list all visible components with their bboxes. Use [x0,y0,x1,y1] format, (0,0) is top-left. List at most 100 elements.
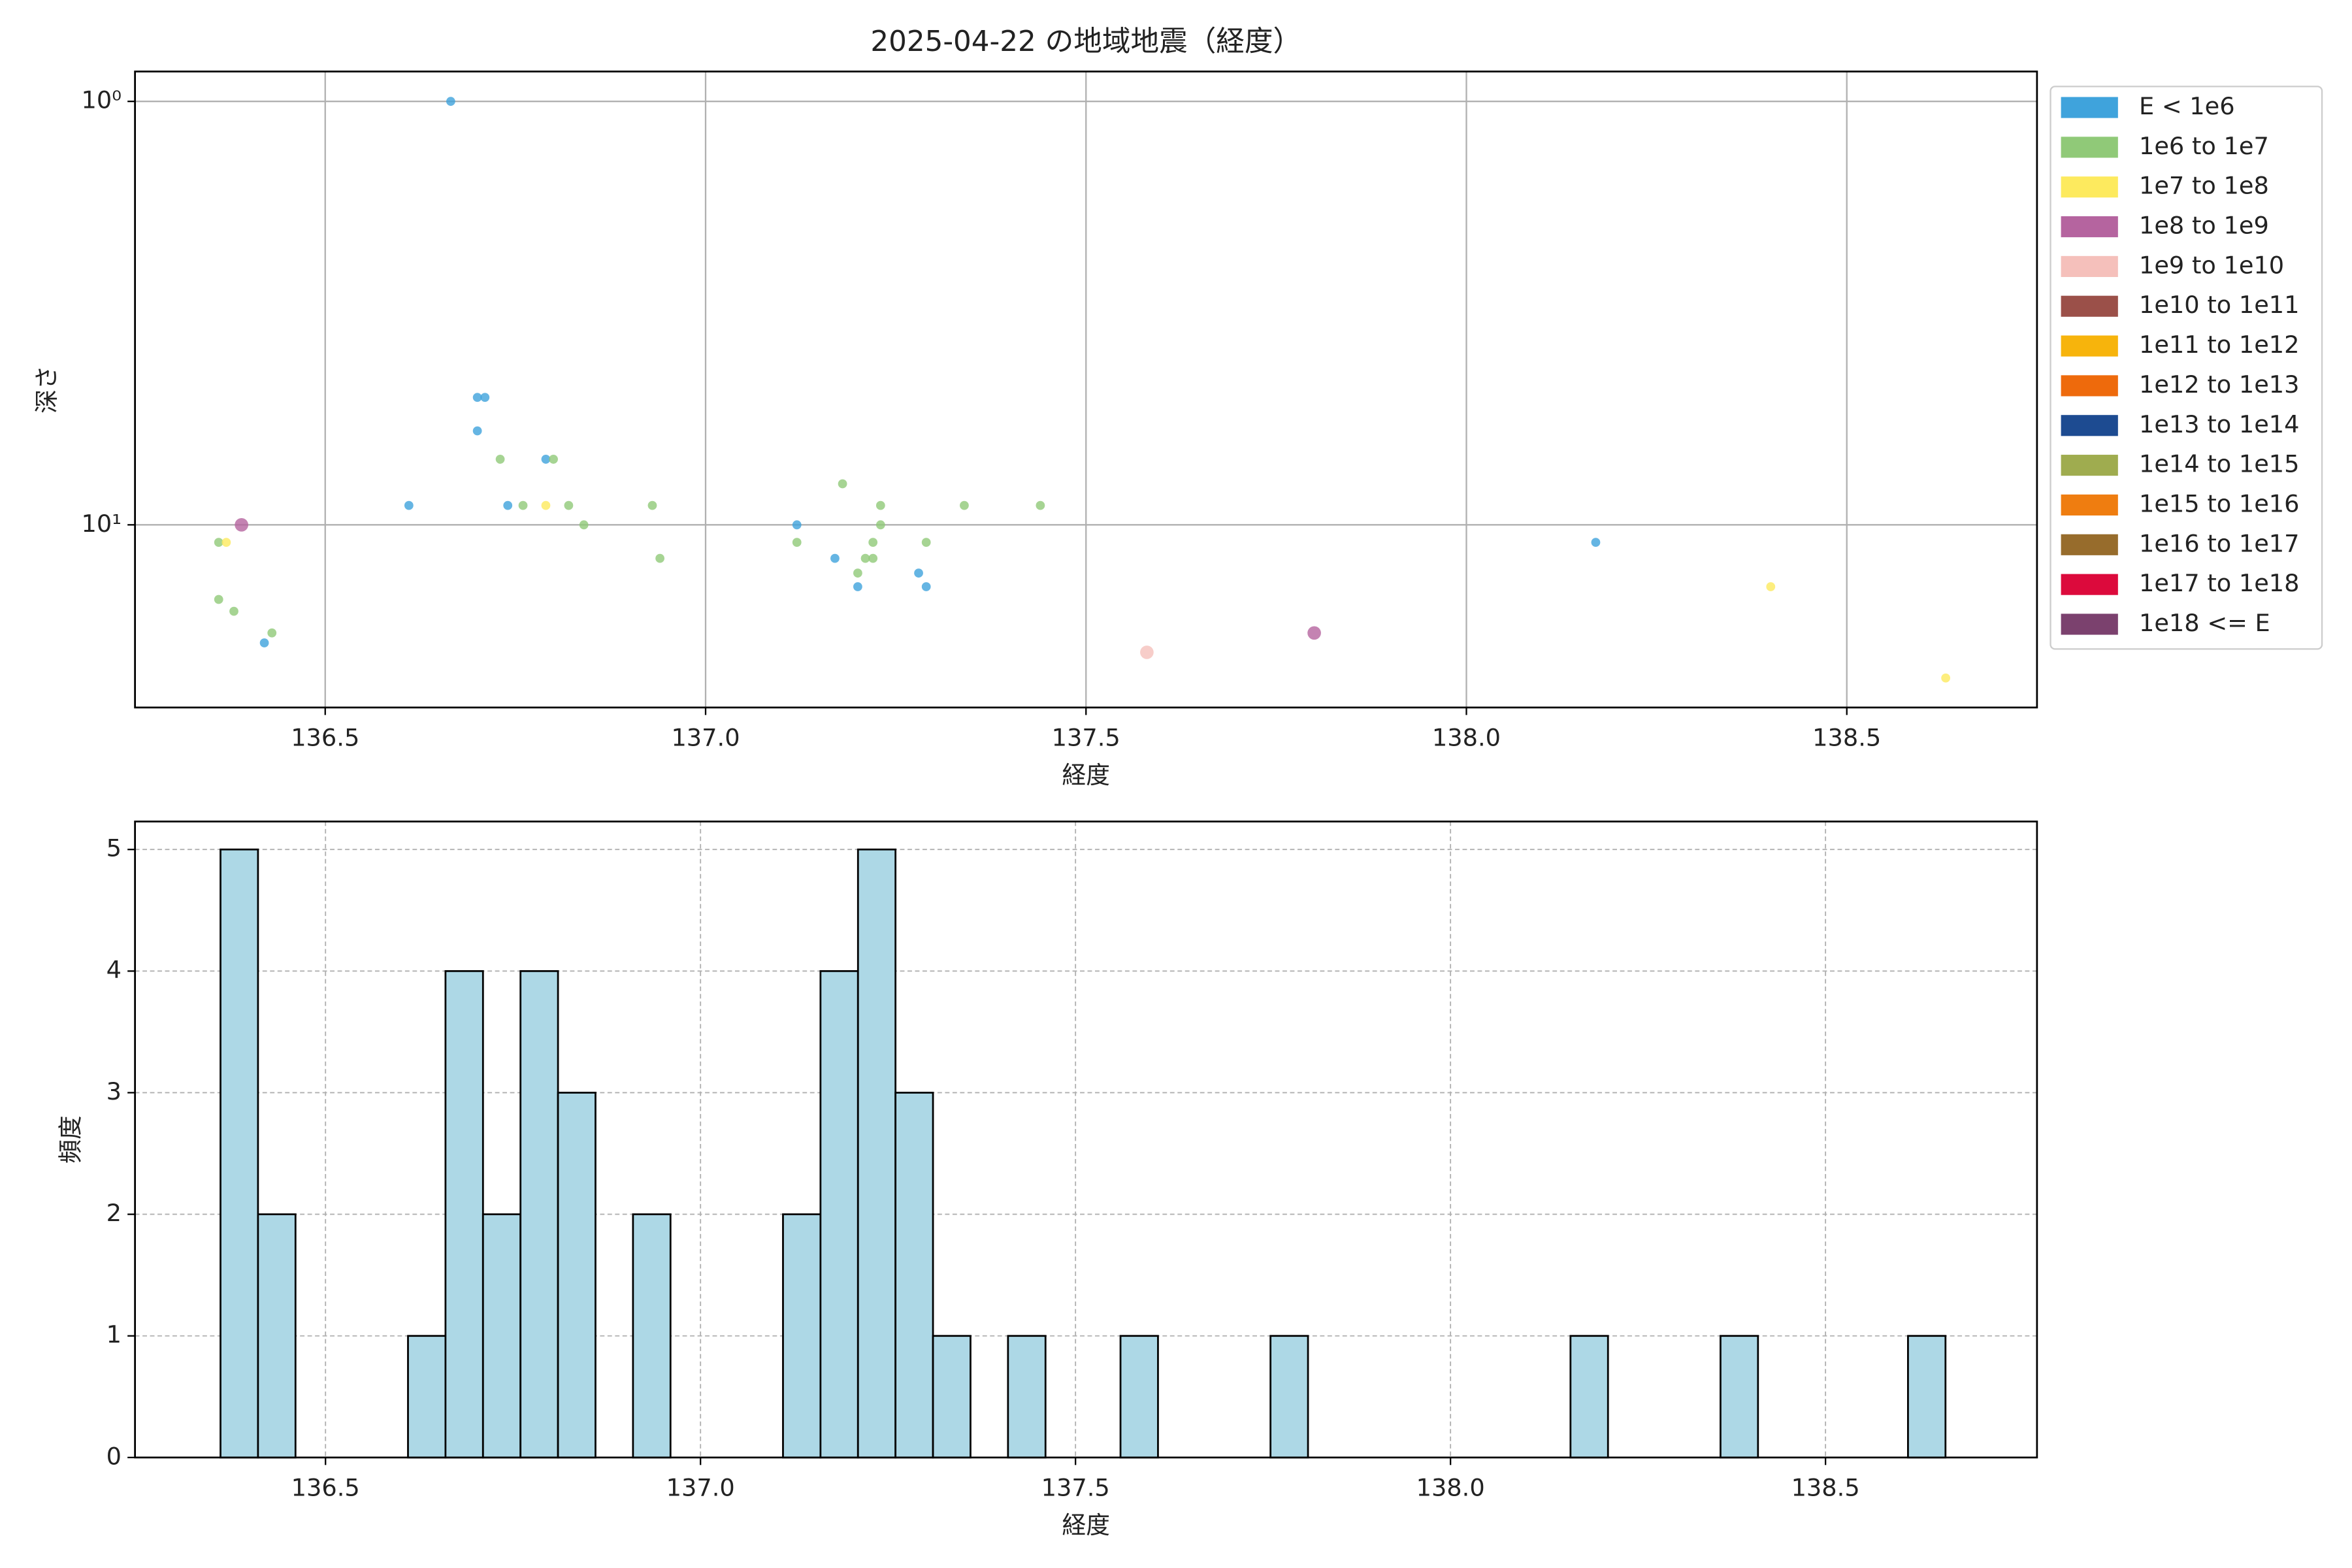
legend-label: 1e12 to 1e13 [2139,370,2300,399]
data-point [472,393,482,402]
data-point [404,500,414,510]
histogram-bar [1119,1335,1159,1459]
legend-swatch [2061,455,2118,476]
y-axis-label: 深さ [33,365,61,413]
legend-swatch [2061,534,2118,555]
plot-frame [134,71,2038,709]
x-tick-label: 136.5 [291,724,359,752]
histogram-bar [819,970,859,1459]
x-tick-label: 137.5 [1052,724,1120,752]
y-tick-label: 5 [106,834,122,862]
data-point [860,553,870,563]
x-tick-label: 138.5 [1812,724,1881,752]
data-point [235,517,248,532]
legend-swatch [2061,375,2118,397]
legend-label: 1e15 to 1e16 [2139,489,2300,517]
histogram-bar [444,970,484,1459]
histogram-bar [1569,1335,1609,1459]
data-point [921,582,931,591]
y-tick-label: 10⁰ [82,86,122,114]
histogram-bar [1007,1335,1047,1459]
data-point [480,393,490,402]
data-point [541,455,551,464]
data-point [960,500,969,510]
data-point [868,538,878,547]
y-tick-label: 1 [106,1320,122,1348]
y-tick-label: 2 [106,1199,122,1227]
x-tick-label: 137.5 [1041,1474,1110,1502]
data-point [921,538,931,547]
data-point [792,538,802,547]
data-point [495,455,505,464]
data-point [229,606,238,616]
data-point [214,538,223,547]
x-tick-label: 137.0 [666,1474,735,1502]
legend-swatch [2061,415,2118,436]
legend-label: 1e8 to 1e9 [2139,212,2269,240]
histogram-bar [257,1213,297,1459]
histogram-bar [1269,1335,1309,1459]
data-point [647,500,657,510]
histogram-bar [482,1213,522,1459]
y-tick-label: 4 [106,956,122,984]
data-point [853,568,862,578]
data-point [518,500,528,510]
x-tick-label: 138.0 [1432,724,1501,752]
data-point [549,455,558,464]
chart-title: 2025-04-22 の地域地震（経度） [870,25,1301,58]
legend-label: 1e9 to 1e10 [2139,251,2284,279]
histogram-bar [1720,1335,1759,1459]
data-point [541,500,551,510]
histogram-bar [932,1335,972,1459]
legend-label: 1e14 to 1e15 [2139,450,2300,478]
data-point [214,595,223,604]
y-tick-label: 3 [106,1077,122,1105]
legend-label: 1e10 to 1e11 [2139,291,2300,319]
y-tick-label: 0 [106,1442,122,1470]
legend-swatch [2061,613,2118,635]
data-point [1591,538,1601,547]
data-point [1766,582,1776,591]
legend-label: 1e16 to 1e17 [2139,529,2300,557]
x-axis-label: 経度 [1062,1511,1110,1539]
data-point [267,628,277,638]
data-point [830,553,840,563]
data-point [853,582,862,591]
histogram-bar [557,1092,596,1459]
legend: E < 1e6 1e6 to 1e7 1e7 to 1e8 1e8 to 1e9 1e9… [2050,86,2323,650]
data-point [1036,500,1045,510]
data-point [503,500,513,510]
x-tick-label: 136.5 [291,1474,360,1502]
legend-label: 1e7 to 1e8 [2139,172,2269,200]
histogram-bar [1907,1335,1947,1459]
data-point [914,568,923,578]
data-point [446,97,455,106]
data-point [655,553,665,563]
x-tick-label: 138.5 [1791,1474,1860,1502]
data-point [1140,645,1154,659]
legend-label: 1e11 to 1e12 [2139,331,2300,359]
x-tick-label: 137.0 [671,724,740,752]
legend-swatch [2061,255,2118,277]
legend-swatch [2061,176,2118,198]
legend-swatch [2061,335,2118,357]
data-point [838,479,847,489]
data-point [579,520,589,530]
data-point [564,500,574,510]
plot-frame [134,821,2038,1459]
histogram-bar [220,848,259,1459]
data-point [875,520,885,530]
data-point [792,520,802,530]
histogram-bar [857,848,897,1459]
data-point [875,500,885,510]
histogram-bar [782,1213,822,1459]
legend-swatch [2061,137,2118,158]
legend-swatch [2061,574,2118,595]
data-point [1307,626,1321,640]
legend-label: 1e17 to 1e18 [2139,569,2300,597]
histogram-bar [519,970,559,1459]
legend-frame [2050,86,2323,650]
